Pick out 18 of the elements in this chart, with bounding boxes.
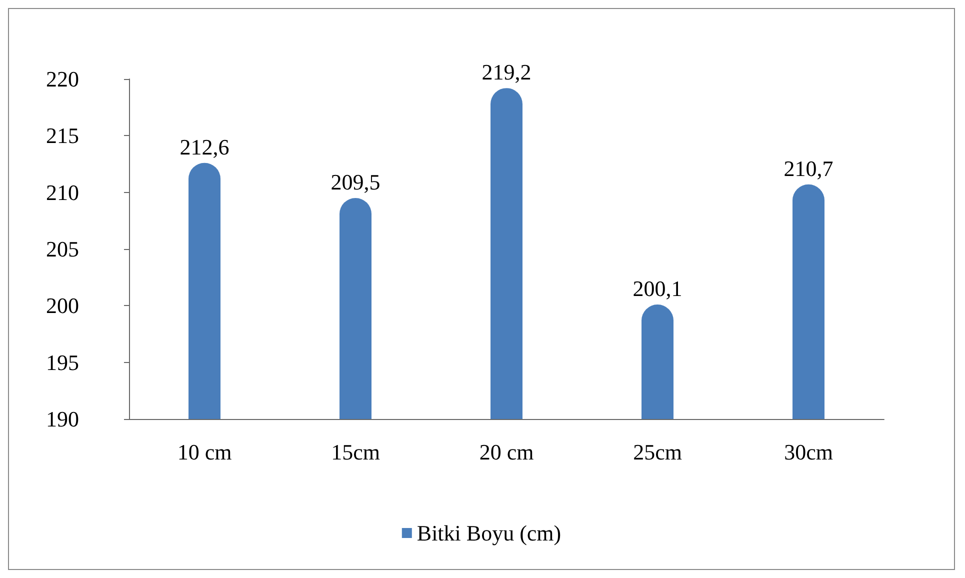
data-label: 200,1: [632, 276, 682, 302]
x-tick-label: 30cm: [784, 440, 833, 464]
y-tick-label: 220: [46, 66, 79, 92]
data-label: 219,2: [482, 60, 532, 85]
x-tick-label: 10 cm: [177, 440, 232, 464]
data-label: 212,6: [180, 134, 230, 160]
data-label: 209,5: [330, 170, 380, 194]
y-tick-label: 200: [46, 293, 79, 318]
y-tick-label: 190: [46, 406, 79, 432]
y-tick-label: 195: [46, 350, 79, 375]
x-tick-label: 15cm: [331, 440, 380, 464]
x-tick-label: 25cm: [633, 440, 682, 464]
y-tick-label: 205: [46, 236, 79, 262]
x-tick-label: 20 cm: [479, 440, 534, 464]
legend-label: Bitki Boyu (cm): [416, 520, 562, 546]
y-tick-label: 210: [46, 180, 79, 205]
y-tick-label: 215: [46, 123, 79, 148]
data-label: 210,7: [784, 156, 834, 181]
